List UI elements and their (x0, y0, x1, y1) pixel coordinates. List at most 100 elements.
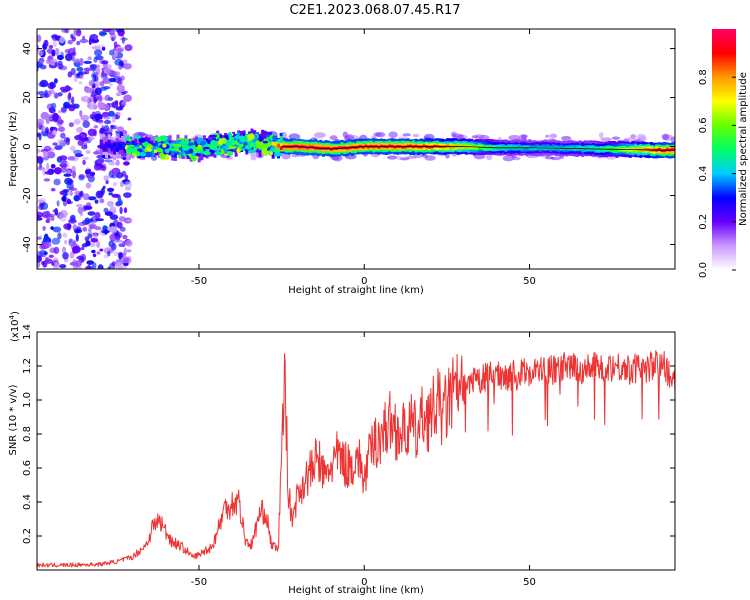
ridge-cell (393, 145, 397, 149)
ridge-blob (275, 138, 284, 143)
ridge-blob (191, 155, 197, 162)
noise-blob (46, 151, 56, 159)
ridge-cell (327, 146, 331, 150)
noise-blob (122, 234, 128, 240)
noise-blob (74, 153, 84, 158)
noise-blob (43, 151, 49, 158)
noise-blob (80, 246, 85, 251)
noise-blob (78, 173, 86, 179)
noise-blob (97, 157, 105, 164)
ridge-blob (168, 147, 177, 151)
ridge-blob (131, 147, 138, 153)
snr-x-axis: -50 0 50 (191, 332, 536, 588)
ridge-cell (202, 142, 206, 157)
ridge-cell (478, 145, 481, 148)
ridge-blob (162, 143, 167, 148)
ridge-cell (657, 147, 661, 151)
ridge-blob (189, 148, 194, 154)
snr-y-label: SNR (10 * v/v) (8, 384, 19, 455)
ridge-cell (615, 147, 619, 151)
ridge-cell (229, 140, 233, 149)
ridge-blob (189, 153, 193, 158)
noise-blob (110, 242, 117, 251)
noise-blob (124, 44, 133, 52)
noise-blob (89, 171, 96, 176)
spectrogram-frame (36, 28, 676, 270)
noise-blob (71, 96, 75, 105)
band-haze (475, 134, 485, 140)
noise-blob (37, 49, 44, 57)
noise-blob (70, 214, 76, 220)
noise-blob (49, 126, 54, 132)
noise-blob (82, 193, 90, 201)
noise-blob (39, 163, 43, 169)
ridge-cell (409, 144, 413, 148)
noise-blob (37, 34, 42, 43)
ridge-cell (639, 148, 643, 152)
ridge-blob (179, 141, 187, 145)
chart-title: C2E1.2023.068.07.45.R17 (289, 3, 460, 18)
band-haze (626, 137, 637, 143)
ridge-cell (115, 147, 119, 152)
noise-blob (37, 156, 43, 161)
noise-blob (86, 260, 94, 265)
noise-blob (103, 175, 110, 182)
noise-blob (54, 78, 58, 84)
noise-blob (77, 221, 86, 227)
noise-blob (74, 228, 80, 234)
noise-blob (95, 190, 104, 199)
ridge-blob (202, 150, 211, 156)
noise-blob (113, 239, 123, 243)
noise-blob (78, 192, 82, 198)
noise-blob (122, 252, 126, 258)
noise-blob (64, 49, 71, 54)
spectrogram-x-axis: -50 0 50 (191, 29, 536, 287)
ridge-blob (236, 148, 241, 154)
ridge-blob (274, 151, 281, 157)
noise-blob (103, 116, 111, 120)
noise-blob (79, 38, 89, 44)
noise-blob (87, 264, 91, 269)
noise-blob (93, 35, 98, 41)
noise-blob (65, 53, 73, 62)
ridge-blob (133, 135, 142, 139)
noise-blob (78, 71, 87, 75)
ridge-cell (99, 145, 103, 149)
noise-blob (60, 51, 64, 59)
noise-blob (70, 33, 74, 39)
noise-blob (81, 243, 88, 248)
noise-blob (72, 259, 78, 266)
ridge-cell (610, 147, 614, 150)
noise-blob (123, 59, 128, 64)
ridge-blob (144, 148, 148, 153)
noise-blob (102, 185, 106, 189)
noise-blob (52, 142, 58, 146)
ridge-cell (110, 145, 114, 150)
y-tick-label: -20 (22, 187, 33, 203)
noise-blob (57, 110, 62, 114)
ridge-cell (597, 148, 600, 152)
noise-blob (37, 217, 43, 221)
x-tick-label: 0 (361, 276, 367, 287)
noise-blob (67, 39, 73, 45)
ridge-blob (222, 145, 230, 149)
noise-blob (52, 209, 59, 213)
noise-blob (67, 93, 71, 101)
noise-blob (44, 258, 53, 264)
ridge-cell (673, 148, 675, 152)
noise-blob (94, 87, 102, 96)
ridge-blob (244, 144, 252, 150)
noise-blob (92, 253, 97, 258)
noise-blob (107, 187, 115, 192)
noise-blob (72, 58, 81, 63)
x-tick-label: 50 (523, 276, 536, 287)
noise-blob (83, 205, 93, 210)
noise-blob (62, 200, 68, 207)
band-haze (549, 133, 558, 138)
noise-blob (62, 232, 68, 238)
noise-blob (105, 68, 112, 76)
noise-blob (38, 202, 44, 211)
snr-y-axis: 0.2 0.4 0.6 0.8 1.0 1.2 1.4 (22, 324, 675, 544)
noise-blob (60, 132, 66, 139)
noise-blob (53, 178, 61, 186)
